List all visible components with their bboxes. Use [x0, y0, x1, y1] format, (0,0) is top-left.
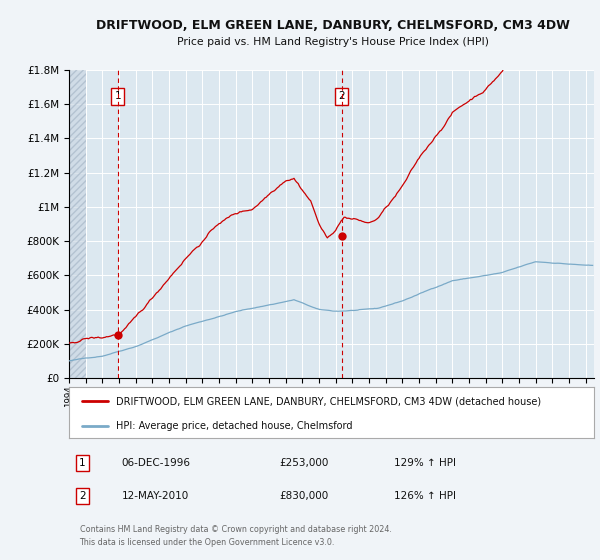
Text: Price paid vs. HM Land Registry's House Price Index (HPI): Price paid vs. HM Land Registry's House … [177, 37, 489, 47]
Text: £253,000: £253,000 [279, 458, 328, 468]
Text: £830,000: £830,000 [279, 491, 328, 501]
Text: DRIFTWOOD, ELM GREEN LANE, DANBURY, CHELMSFORD, CM3 4DW (detached house): DRIFTWOOD, ELM GREEN LANE, DANBURY, CHEL… [116, 396, 541, 407]
Text: 1: 1 [115, 91, 121, 101]
Bar [69, 70, 86, 378]
Text: HPI: Average price, detached house, Chelmsford: HPI: Average price, detached house, Chel… [116, 421, 353, 431]
Text: 12-MAY-2010: 12-MAY-2010 [121, 491, 189, 501]
Text: DRIFTWOOD, ELM GREEN LANE, DANBURY, CHELMSFORD, CM3 4DW: DRIFTWOOD, ELM GREEN LANE, DANBURY, CHEL… [96, 18, 570, 32]
Text: 126% ↑ HPI: 126% ↑ HPI [395, 491, 457, 501]
Text: 129% ↑ HPI: 129% ↑ HPI [395, 458, 457, 468]
Text: Contains HM Land Registry data © Crown copyright and database right 2024.
This d: Contains HM Land Registry data © Crown c… [79, 525, 391, 547]
Text: 2: 2 [79, 491, 85, 501]
Text: 1: 1 [79, 458, 85, 468]
Text: 2: 2 [338, 91, 345, 101]
Text: 06-DEC-1996: 06-DEC-1996 [121, 458, 191, 468]
